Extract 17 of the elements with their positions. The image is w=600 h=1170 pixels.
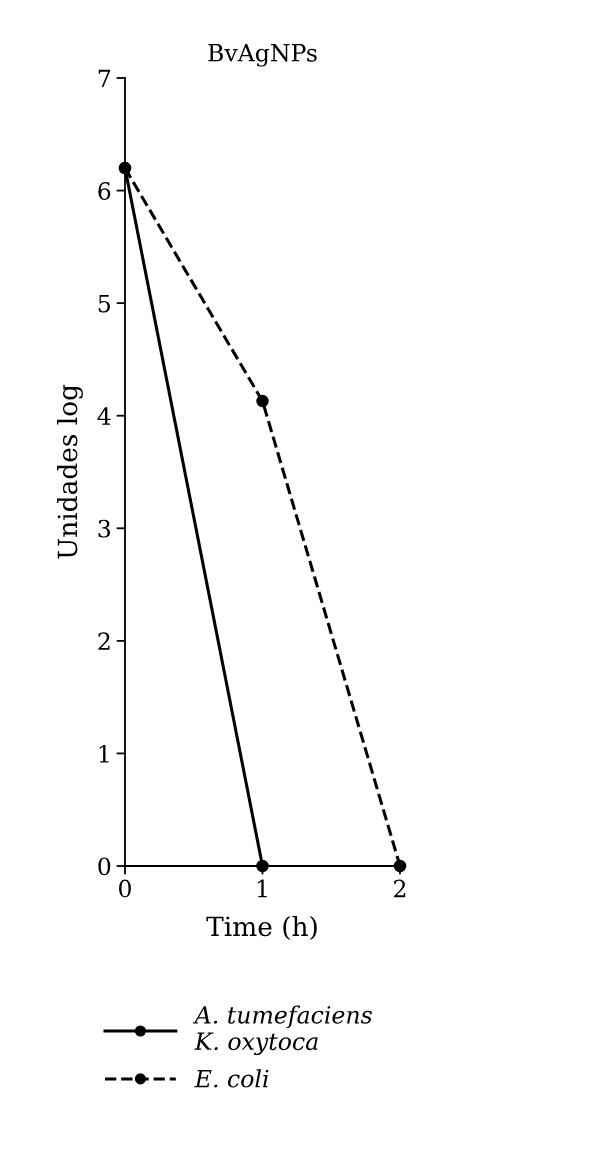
y-tick-label: 3 [98, 519, 111, 538]
y-tick-label: 6 [98, 182, 111, 200]
y-tick-label: 0 [98, 857, 111, 876]
point [256, 394, 269, 408]
y-axis-title: Unidades log [56, 384, 83, 559]
y-tick-label: 7 [98, 69, 111, 87]
y-tick-label: 5 [98, 294, 110, 313]
x-tick-label: 2 [394, 879, 406, 898]
y-tick-label: 1 [99, 744, 109, 763]
legend-label: A. tumefaciens K. oxytoca [192, 1005, 372, 1056]
legend-label: E. coli [194, 1069, 269, 1088]
chart-title: BvAgNPs [208, 44, 317, 67]
x-tick-label: 0 [119, 879, 131, 898]
x-axis-title: Time (h) [206, 915, 317, 941]
x-tick-label: 1 [257, 879, 267, 898]
y-tick-label: 4 [97, 407, 111, 425]
y-tick-label: 2 [98, 632, 110, 650]
